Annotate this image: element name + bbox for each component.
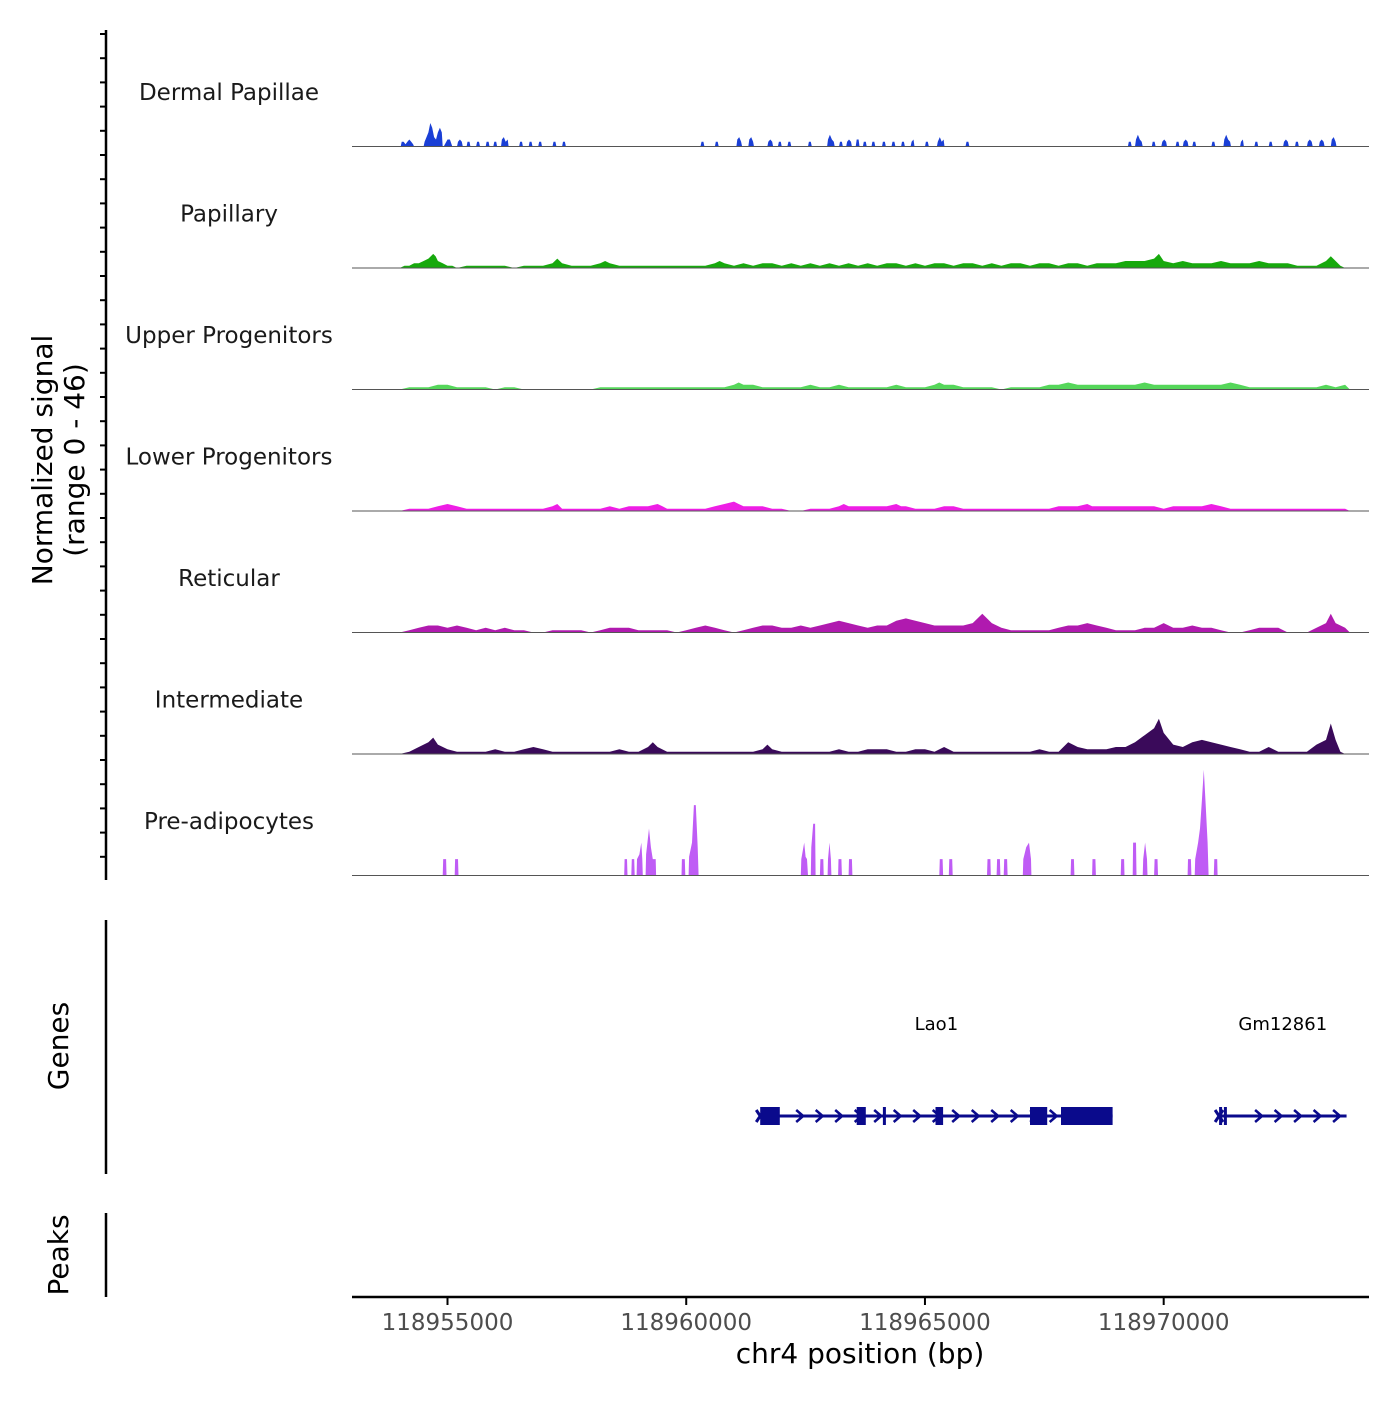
strand-arrow: [814, 1109, 825, 1123]
gene-exon: [856, 1107, 866, 1125]
track-pre-adipocytes: Pre-adipocytes: [144, 769, 1369, 876]
track-lower-progenitors: Lower Progenitors: [126, 445, 1369, 512]
x-tick-label: 118960000: [620, 1310, 752, 1336]
gene-exon: [1219, 1107, 1223, 1125]
x-tick-label: 118955000: [382, 1310, 514, 1336]
signal-y-axis-ticks: [100, 33, 106, 858]
track-upper-progenitors: Upper Progenitors: [125, 323, 1369, 390]
strand-arrow: [795, 1109, 806, 1123]
strand-arrow: [1048, 1109, 1059, 1123]
gene-exon: [1223, 1107, 1227, 1125]
track-label-dermal-papillae: Dermal Papillae: [139, 80, 319, 106]
gene-gm12861: Gm12861: [1213, 1014, 1347, 1125]
gene-label-gm12861: Gm12861: [1238, 1014, 1327, 1035]
strand-arrow: [1273, 1109, 1284, 1123]
strand-arrow: [834, 1109, 845, 1123]
coverage-area-dermal-papillae: [399, 123, 1337, 147]
gene-exon: [760, 1107, 780, 1125]
track-label-reticular: Reticular: [178, 566, 280, 592]
signal-axis-title-line2: (range 0 - 46): [58, 363, 91, 557]
coverage-area-papillary: [399, 253, 1346, 268]
gene-exon: [1061, 1107, 1113, 1125]
track-label-papillary: Papillary: [180, 202, 278, 228]
track-label-pre-adipocytes: Pre-adipocytes: [144, 809, 314, 835]
strand-arrow: [990, 1109, 1001, 1123]
strand-arrow: [970, 1109, 981, 1123]
coverage-area-pre-adipocytes: [399, 769, 1218, 876]
coverage-area-upper-progenitors: [399, 382, 1350, 390]
coverage-area-reticular: [399, 613, 1350, 633]
track-intermediate: Intermediate: [155, 688, 1369, 755]
strand-arrow: [873, 1109, 884, 1123]
strand-arrow: [1332, 1109, 1343, 1123]
gene-exon: [882, 1107, 886, 1125]
x-axis-title: chr4 position (bp): [736, 1337, 985, 1370]
strand-arrow: [892, 1109, 903, 1123]
genes-axis-title: Genes: [42, 1002, 75, 1090]
strand-arrow: [1312, 1109, 1323, 1123]
strand-arrow: [1009, 1109, 1020, 1123]
gene-lao1: Lao1: [754, 1014, 1113, 1125]
gene-annotation-track: Lao1 Gm12861: [754, 1014, 1347, 1125]
coverage-area-lower-progenitors: [399, 501, 1350, 511]
x-tick-label: 118965000: [859, 1310, 991, 1336]
strand-arrow: [1293, 1109, 1304, 1123]
x-axis-ticks: 118955000 118960000 118965000 118970000: [382, 1297, 1230, 1336]
strand-arrow: [951, 1109, 962, 1123]
x-tick-label: 118970000: [1098, 1310, 1230, 1336]
track-reticular: Reticular: [178, 566, 1369, 633]
signal-axis-title-line1: Normalized signal: [26, 335, 59, 586]
gene-exon: [935, 1107, 944, 1125]
gene-label-lao1: Lao1: [915, 1014, 959, 1035]
strand-arrow: [912, 1109, 923, 1123]
track-papillary: Papillary: [180, 202, 1369, 269]
gene-exon: [1030, 1107, 1048, 1125]
coverage-tracks: Dermal Papillae Papillary Upper Progenitor…: [125, 80, 1369, 876]
coverage-area-intermediate: [399, 718, 1346, 754]
peaks-axis-title: Peaks: [42, 1214, 75, 1295]
strand-arrow: [1254, 1109, 1265, 1123]
track-dermal-papillae: Dermal Papillae: [139, 80, 1369, 147]
track-label-intermediate: Intermediate: [155, 688, 303, 714]
track-label-upper-progenitors: Upper Progenitors: [125, 323, 333, 349]
track-label-lower-progenitors: Lower Progenitors: [126, 445, 333, 471]
